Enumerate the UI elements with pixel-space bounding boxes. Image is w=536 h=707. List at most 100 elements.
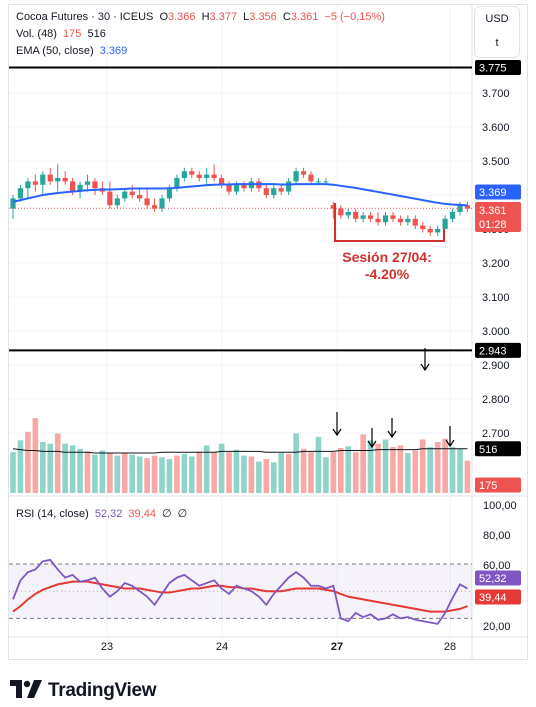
volume-bar (54, 433, 61, 493)
volume-bar (256, 461, 262, 493)
volume-bar (40, 442, 46, 493)
candle-body (449, 212, 456, 219)
volume-bar (278, 453, 284, 493)
price-tick-label: 3.700 (482, 88, 510, 100)
tradingview-logo-icon (10, 679, 42, 703)
annotation-line-2: -4.20% (365, 266, 410, 282)
volume-bar (323, 457, 329, 493)
volume-bar (293, 433, 299, 493)
ema-value: 3.369 (99, 45, 128, 57)
volume-bar (427, 447, 433, 493)
candle-body (211, 174, 217, 178)
volume-bar (211, 452, 217, 493)
rsi-legend[interactable]: RSI (14, close) 52,32 39,44 ∅ ∅ (16, 507, 190, 521)
rsi-tick-label: 60,00 (483, 560, 511, 572)
close-label: C (282, 11, 291, 23)
rsi-value: 52,32 (94, 508, 123, 520)
symbol-name: Cocoa Futures (16, 11, 89, 23)
volume-bar (248, 456, 255, 493)
price-tick-label: 3.600 (482, 122, 510, 134)
volume-bar (129, 454, 135, 493)
volume-bar (181, 453, 188, 493)
candle-body (151, 205, 158, 209)
candle-body (40, 174, 46, 185)
volume-bar (189, 456, 195, 493)
ema-legend[interactable]: EMA (50, close) 3.369 (16, 44, 130, 58)
symbol-legend[interactable]: Cocoa Futures · 30 · ICEUS O3.366 H3.377 L3.… (16, 10, 388, 24)
badge-level-top-bg (475, 60, 521, 75)
candle-body (345, 212, 351, 216)
rsi-line (12, 558, 468, 625)
candle-body (293, 171, 299, 182)
candle-body (159, 198, 165, 209)
high-label: H (201, 11, 210, 23)
badge-rsi-bg (475, 570, 521, 586)
candle-body (464, 205, 471, 209)
candle-body (338, 208, 344, 216)
badge-rsi-ma: 39,44 (479, 592, 507, 604)
change-value: −5 (−0,15%) (324, 11, 385, 23)
volume-bar (218, 443, 225, 493)
rsi-extra-1: ∅ (162, 508, 172, 520)
candle-body (114, 198, 120, 206)
candle-body (382, 215, 389, 223)
volume-bar (107, 453, 113, 493)
volume-bar (196, 451, 203, 493)
volume-bar (233, 449, 240, 493)
candle-body (219, 178, 225, 185)
volume-bar (457, 448, 463, 493)
volume-bar (405, 453, 411, 493)
candle-body (144, 198, 150, 206)
currency-selector[interactable]: USD t (474, 6, 520, 58)
candle-body (25, 181, 31, 189)
open-value: 3.366 (168, 11, 196, 23)
volume-bar (144, 458, 150, 493)
session-bracket (334, 203, 445, 242)
candle-body (442, 218, 448, 229)
volume-bar (397, 445, 404, 493)
volume-bar (114, 455, 121, 493)
arrow-head-icon (367, 440, 377, 449)
annotation-line-1: Sesión 27/04: (342, 249, 432, 265)
rsi-extra-2: ∅ (177, 508, 188, 520)
arrow-head-icon (420, 363, 430, 372)
volume-bar (300, 448, 307, 493)
volume-bar (62, 443, 68, 493)
volume-bar (174, 455, 180, 493)
rsi-tick-label: 80,00 (483, 530, 511, 542)
volume-bar (10, 452, 16, 493)
candle-body (17, 188, 24, 199)
volume-bar (434, 442, 441, 493)
volume-bar (99, 450, 106, 493)
badge-rsi-ma-bg (475, 589, 521, 605)
close-value: 3.361 (290, 11, 319, 23)
exchange: ICEUS (119, 11, 154, 23)
candle-body (397, 218, 403, 223)
volume-bar (442, 438, 448, 493)
badge-rsi: 52,32 (479, 573, 507, 585)
candle-body (390, 215, 396, 219)
rsi-label: RSI (14, close) (16, 508, 89, 520)
footer-brand[interactable]: TradingView (10, 679, 157, 703)
badge-level-top: 3.775 (479, 63, 507, 75)
arrow-head-icon (387, 430, 397, 439)
volume-legend[interactable]: Vol. (48) 175 516 (16, 27, 109, 41)
candle-body (271, 188, 277, 195)
volume-bar (77, 448, 83, 493)
volume-bar (32, 418, 39, 493)
candle-body (233, 184, 240, 192)
ema-line (12, 183, 468, 207)
price-tick-label: 3.500 (482, 156, 510, 168)
candle-body (129, 191, 135, 195)
volume-bar (226, 452, 232, 493)
candle-body (204, 174, 210, 178)
volume-ma-value: 516 (87, 28, 106, 40)
candle-body (330, 205, 336, 209)
open-label: O (159, 11, 168, 23)
volume-bar (352, 452, 359, 493)
candle-body (241, 184, 247, 189)
candle-body (353, 212, 359, 219)
time-tick-label: 24 (216, 641, 228, 653)
badge-last-price: 3.361 (479, 205, 507, 217)
